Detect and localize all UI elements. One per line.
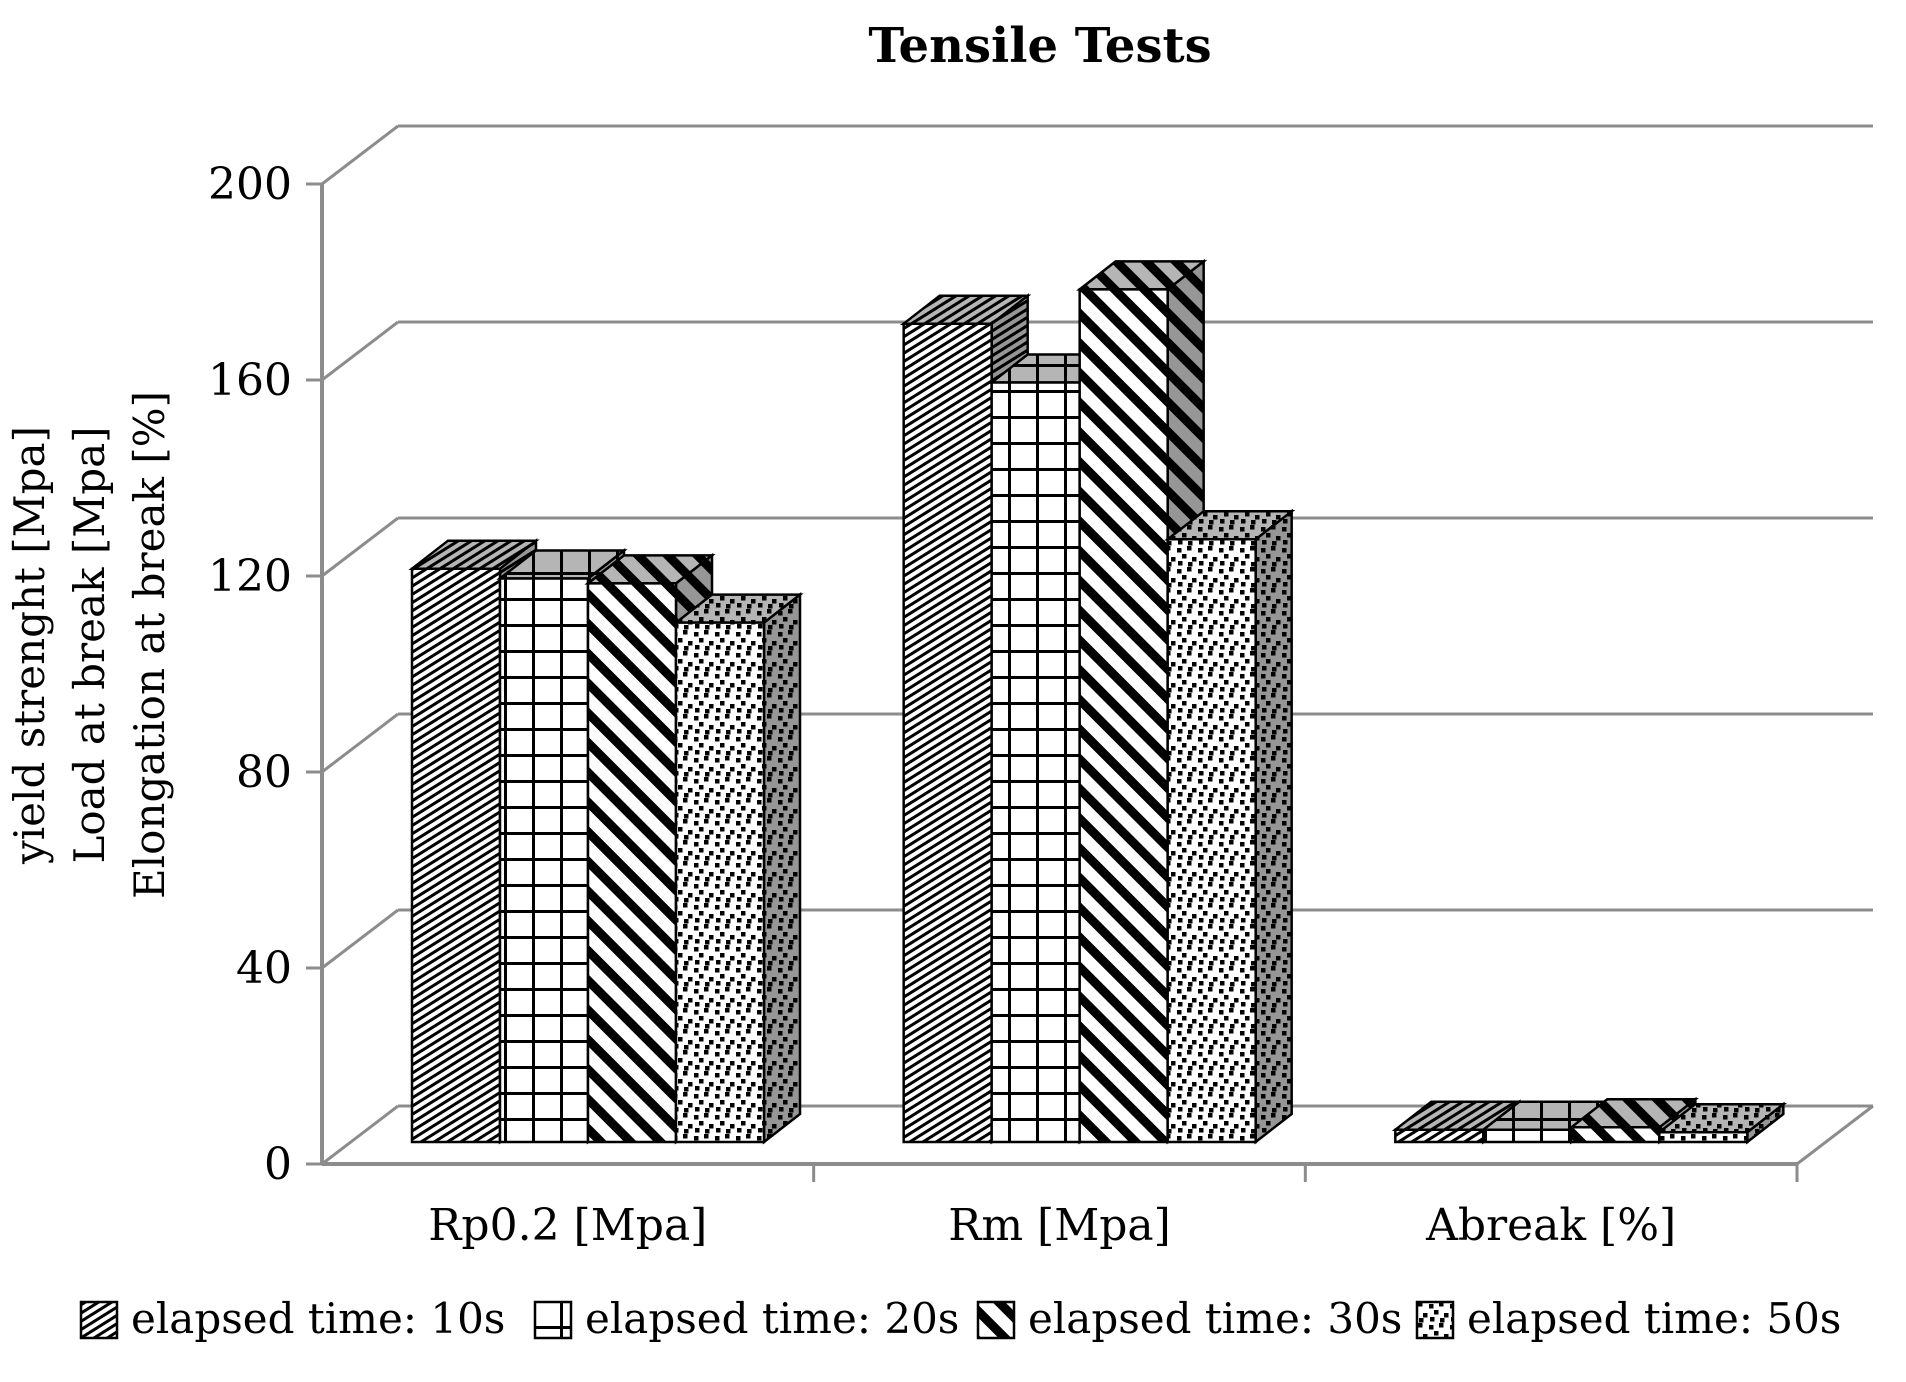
legend-swatch <box>79 1300 119 1340</box>
gridline-sidewall <box>321 712 399 774</box>
y-axis-tick-labels: 0 40 80 120 160 200 <box>208 159 292 1190</box>
bar-Abreak-elapsedtime50s <box>1655 1101 1787 1145</box>
y-tick-label: 40 <box>236 943 292 994</box>
legend: elapsed time: 10s elapsed time: 20s elapse… <box>79 1294 1841 1343</box>
y-tick-label: 120 <box>208 551 292 602</box>
legend-label: elapsed time: 20s <box>585 1294 959 1343</box>
bars-3d <box>408 258 1787 1145</box>
legend-label: elapsed time: 30s <box>1028 1294 1402 1343</box>
bar-front-face <box>1166 538 1257 1144</box>
bar-side-face <box>762 592 802 1145</box>
legend-item: elapsed time: 20s <box>533 1294 959 1343</box>
bar-front-face <box>1658 1130 1749 1144</box>
legend-item: elapsed time: 50s <box>1415 1294 1841 1343</box>
gridline-sidewall <box>321 516 399 578</box>
legend-item: elapsed time: 10s <box>79 1294 505 1343</box>
bar-RmMpa-elapsedtime50s <box>1164 508 1296 1145</box>
bar-front-face <box>498 577 590 1144</box>
bar-front-face <box>1482 1128 1573 1144</box>
chart-title: Tensile Tests <box>868 18 1211 74</box>
legend-swatch <box>976 1300 1016 1340</box>
gridline-sidewall <box>321 320 399 382</box>
y-axis-title-line: yield strenght [Mpa] <box>5 426 54 865</box>
gridline-sidewall <box>321 908 399 970</box>
y-tick-label: 80 <box>236 747 292 798</box>
category-labels: Rp0.2 [Mpa] Rm [Mpa] Abreak [%] <box>428 1200 1676 1251</box>
y-axis <box>306 182 324 1166</box>
legend-label: elapsed time: 50s <box>1467 1294 1841 1343</box>
y-tick-label: 0 <box>264 1139 292 1190</box>
bar-front-face <box>990 381 1081 1144</box>
bar-front-face <box>410 567 502 1144</box>
bar-side-face <box>1254 508 1293 1145</box>
category-label: Rp0.2 [Mpa] <box>428 1200 707 1251</box>
y-tick-label: 160 <box>208 355 292 406</box>
y-axis-title-line: Load at break [Mpa] <box>65 426 114 863</box>
y-axis-title: yield strenght [Mpa] Load at break [Mpa] E… <box>5 391 174 899</box>
y-tick-label: 200 <box>208 159 292 210</box>
y-axis-title-line: Elongation at break [%] <box>125 391 174 899</box>
bar-front-face <box>1570 1126 1661 1144</box>
legend-label: elapsed time: 10s <box>131 1294 505 1343</box>
bar-front-face <box>1394 1128 1485 1144</box>
floor-right-edge <box>1796 1104 1874 1166</box>
legend-item: elapsed time: 30s <box>976 1294 1402 1343</box>
gridline-sidewall <box>321 124 399 186</box>
bar-front-face <box>1078 288 1169 1144</box>
bar-front-face <box>902 322 993 1144</box>
legend-swatch <box>533 1300 573 1340</box>
bar-front-face <box>674 621 766 1144</box>
legend-swatch <box>1415 1300 1455 1340</box>
category-label: Abreak [%] <box>1425 1200 1676 1251</box>
category-label: Rm [Mpa] <box>948 1200 1171 1251</box>
bar-Rp02Mpa-elapsedtime50s <box>672 592 804 1145</box>
bar-front-face <box>586 582 678 1144</box>
gridline-sidewall <box>321 1104 399 1166</box>
